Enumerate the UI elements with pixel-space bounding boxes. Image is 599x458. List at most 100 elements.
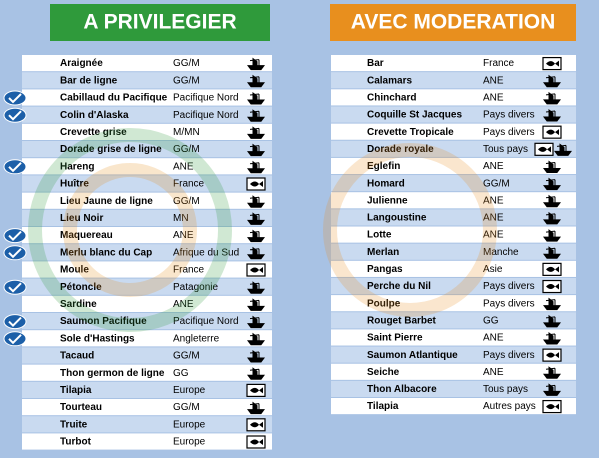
species-name: Saumon Atlantique [367, 350, 458, 361]
farm-icon [246, 418, 266, 432]
farm-icon [542, 262, 562, 276]
boat-shape [247, 195, 265, 208]
boat-icon [247, 74, 265, 88]
boat-shape [543, 194, 561, 208]
farm-icon [542, 399, 562, 414]
row-bg [22, 72, 272, 89]
species-name: Tilapia [60, 385, 92, 396]
species-name: Cabillaud du Pacifique [60, 93, 168, 104]
row-bg [22, 141, 272, 158]
row-bg [22, 433, 272, 450]
boat-icon [247, 92, 265, 105]
msc-check [8, 230, 22, 242]
species-name: Pangas [367, 264, 403, 275]
farm-icon [542, 125, 562, 139]
fish-shape [546, 60, 559, 67]
origin-zone: Pacifique Nord [173, 110, 239, 121]
species-name: Saint Pierre [367, 333, 423, 344]
boat-shape [247, 109, 265, 122]
row-bg [22, 416, 272, 433]
boat-icon [247, 126, 265, 139]
origin-zone: GG/M [173, 402, 200, 413]
boat-icon [247, 281, 265, 294]
species-name: Moule [60, 265, 89, 276]
boat-icon [247, 109, 265, 122]
fish-shape [546, 403, 559, 410]
boat-icon [247, 401, 265, 415]
boat-shape [247, 332, 265, 346]
boat-shape [247, 92, 265, 105]
origin-zone: Pays divers [483, 110, 535, 121]
row-bg [331, 260, 576, 277]
species-name: Homard [367, 178, 405, 189]
boat-shape [543, 160, 561, 173]
species-name: Sole d'Hastings [60, 333, 135, 344]
boat-icon [543, 91, 561, 105]
fish-shape [250, 439, 263, 445]
boat-icon [247, 57, 265, 71]
origin-zone: France [173, 179, 205, 190]
boat-icon [247, 298, 265, 311]
origin-zone: Tous pays [483, 144, 528, 155]
boat-icon [247, 367, 265, 380]
species-name: Truite [60, 419, 88, 430]
farm-icon [542, 279, 562, 294]
watermark [28, 128, 497, 332]
species-name: Lieu Noir [60, 213, 103, 224]
boat-icon [543, 246, 561, 259]
boat-shape [543, 109, 561, 122]
row-bg [22, 209, 272, 226]
species-name: Tacaud [60, 351, 94, 362]
left-title: A PRIVILEGIER [83, 11, 236, 34]
origin-zone: ANE [483, 195, 504, 206]
origin-zone: ANE [483, 75, 504, 86]
species-name: Saumon Pacifique [60, 316, 147, 327]
boat-shape [543, 229, 561, 242]
origin-zone: ANE [173, 299, 194, 310]
boat-shape [543, 314, 561, 328]
species-name: Langoustine [367, 213, 427, 224]
origin-zone: GG/M [483, 178, 510, 189]
row-bg [331, 312, 576, 329]
fish-shape [546, 266, 559, 273]
row-bg [22, 175, 272, 192]
boat-icon [543, 160, 561, 173]
origin-zone: ANE [483, 333, 504, 344]
boat-shape [543, 331, 561, 345]
species-name: Seiche [367, 367, 400, 378]
boat-icon [247, 246, 265, 260]
boat-icon [247, 229, 265, 243]
msc-logo [3, 159, 27, 175]
fish-shape [538, 146, 551, 153]
fish-shape [250, 181, 263, 187]
boat-icon [543, 366, 561, 379]
origin-zone: Manche [483, 247, 519, 258]
msc-logo [3, 314, 27, 330]
row-bg [22, 330, 272, 347]
right-title: AVEC MODERATION [351, 11, 556, 34]
species-name: Merlu blanc du Cap [60, 247, 152, 258]
row-bg [331, 295, 576, 312]
row-bg [22, 227, 272, 244]
msc-logo [3, 245, 27, 261]
fish-shape [250, 421, 263, 428]
origin-zone: Pacifique Nord [173, 93, 239, 104]
msc-logo [3, 228, 27, 244]
msc-check [8, 162, 22, 173]
boat-shape [247, 367, 265, 380]
boat-icon [543, 211, 561, 225]
species-name: Colin d'Alaska [60, 110, 129, 121]
origin-zone: GG/M [173, 75, 200, 86]
origin-zone: GG/M [173, 58, 200, 69]
origin-zone: Pays divers [483, 281, 535, 292]
species-name: Rouget Barbet [367, 315, 437, 326]
tables: Araignée GG/M Bar de ligne GG/M Cabillaud du… [3, 55, 576, 450]
boat-shape [247, 246, 265, 260]
row-bg [22, 261, 272, 278]
boat-icon [247, 195, 265, 208]
msc-check [8, 316, 22, 328]
row-bg [22, 278, 272, 295]
msc-logo [3, 90, 27, 106]
boat-shape [247, 126, 265, 139]
